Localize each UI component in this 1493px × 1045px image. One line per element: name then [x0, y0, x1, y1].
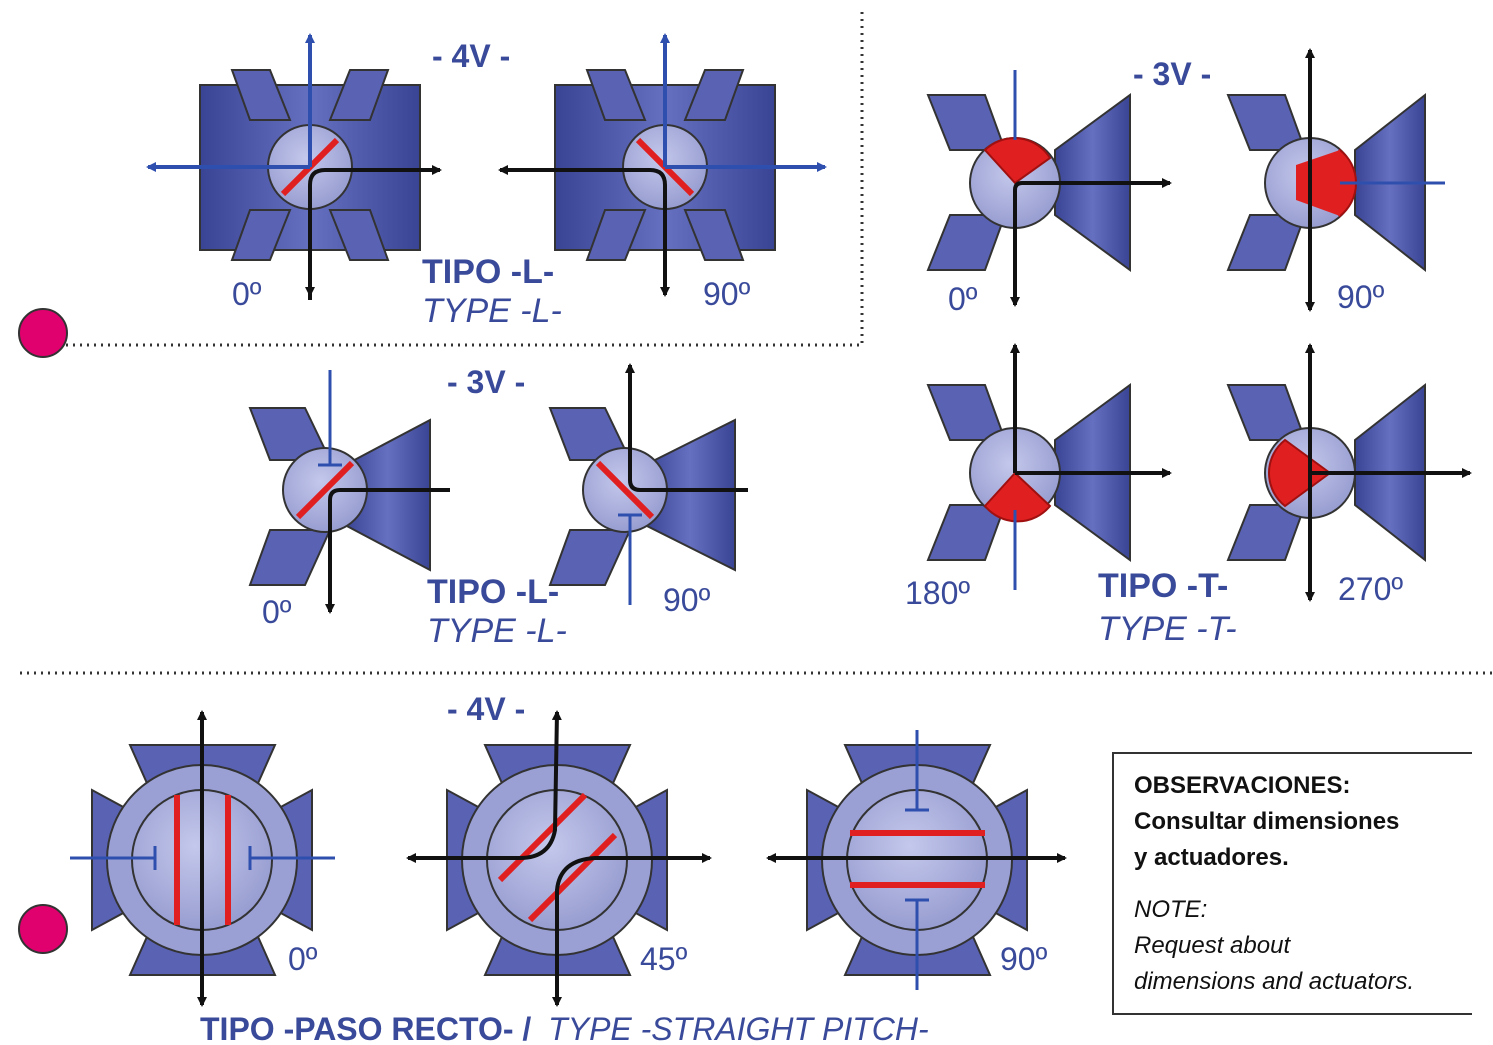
note-text: NOTE: Request about dimensions and actua…	[1134, 892, 1472, 1000]
valve-l3v-90	[548, 363, 748, 605]
t3v-type-en: TYPE -T-	[1098, 610, 1237, 648]
notes-box: OBSERVACIONES: Consultar dimensiones y a…	[1112, 752, 1472, 1015]
obs-line-2: Consultar dimensiones	[1134, 808, 1400, 835]
l4v-type-es: TIPO -L-	[422, 253, 554, 291]
straight-angle-45: 45º	[640, 941, 688, 977]
l3v-title: - 3V -	[447, 364, 525, 400]
l4v-angle-0: 0º	[232, 276, 262, 312]
valve-l3v-0	[248, 370, 450, 614]
l4v-type-en: TYPE -L-	[422, 292, 562, 330]
valve-l4v-90	[498, 33, 827, 297]
marker-dot-upper	[18, 308, 68, 358]
t3v-type-es: TIPO -T-	[1098, 567, 1228, 605]
note-line-1: NOTE:	[1134, 896, 1208, 923]
t3v-angle-90: 90º	[1337, 279, 1385, 315]
valve-straight-45	[406, 710, 712, 1007]
straight-angle-0: 0º	[288, 941, 318, 977]
straight-title: - 4V -	[447, 691, 525, 727]
straight-type-en: TYPE -STRAIGHT PITCH-	[548, 1011, 928, 1045]
t3v-angle-0: 0º	[948, 281, 978, 317]
l3v-type-es: TIPO -L-	[427, 573, 559, 611]
valve-t3v-0	[926, 70, 1172, 307]
valve-t3v-90	[1226, 48, 1445, 312]
l4v-angle-90: 90º	[703, 276, 751, 312]
note-line-3: dimensions and actuators.	[1134, 968, 1415, 995]
observaciones-text: OBSERVACIONES: Consultar dimensiones y a…	[1134, 768, 1472, 876]
valve-t3v-270	[1226, 343, 1472, 602]
t3v-angle-180: 180º	[905, 575, 970, 611]
straight-type-es: TIPO -PASO RECTO- /	[200, 1011, 531, 1045]
valve-straight-90	[766, 730, 1067, 990]
note-line-2: Request about	[1134, 932, 1291, 959]
l3v-angle-0: 0º	[262, 594, 292, 630]
l4v-title: - 4V -	[432, 38, 510, 74]
valve-t3v-180	[926, 343, 1172, 590]
straight-type-line: TIPO -PASO RECTO- / TYPE -STRAIGHT PITCH…	[200, 1011, 929, 1045]
obs-line-1: OBSERVACIONES:	[1134, 772, 1351, 799]
straight-angle-90: 90º	[1000, 941, 1048, 977]
l3v-type-en: TYPE -L-	[427, 612, 567, 650]
valve-l4v-0	[146, 33, 442, 300]
t3v-title: - 3V -	[1133, 56, 1211, 92]
obs-line-3: y actuadores.	[1134, 844, 1289, 871]
marker-dot-lower	[18, 904, 68, 954]
l3v-angle-90: 90º	[663, 582, 711, 618]
valve-straight-0	[70, 710, 335, 1007]
t3v-angle-270: 270º	[1338, 571, 1403, 607]
